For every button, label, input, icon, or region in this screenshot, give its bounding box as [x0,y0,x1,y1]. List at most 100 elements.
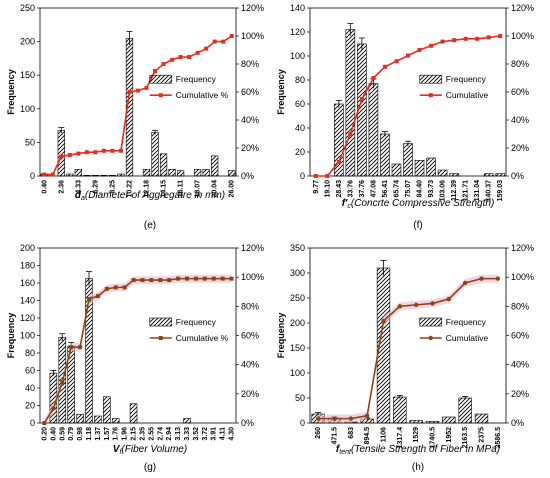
legend-bar-swatch [419,317,443,327]
cumulative-point [446,296,452,302]
x-tick-label: 8.25 [109,180,116,194]
x-tick-label: 0.20 [41,427,48,441]
cumulative-point [87,297,91,302]
y-tick-label: 0 [30,418,35,428]
cumulative-point [185,276,189,281]
cumulative-point [193,276,198,281]
cumulative-line [44,35,233,176]
cumulative-point [42,172,47,177]
x-tick-label: 1.37 [95,427,102,441]
x-tick-label: 26.00 [229,180,236,198]
y-tick-label: 60 [25,366,35,376]
legend-line-label: Cumulative % [176,333,229,343]
y-tick-label: 350 [290,243,305,253]
y2-tick-label: 40% [511,360,529,370]
y-tick-label: 20 [25,401,35,411]
cumulative-point [452,38,457,43]
panel-label: (h) [412,462,424,473]
x-tick-label: 93.73 [428,180,435,198]
y-tick-label: 180 [20,261,35,271]
bar [403,143,413,177]
y-tick-label: 100 [290,368,305,378]
cumulative-point [42,421,47,425]
x-tick-label: 4.11 [220,427,227,440]
cumulative-point [187,55,192,59]
bar [176,170,185,177]
chart-panel-1: 0 20 40 60 80 100 120 140 0% 20% 40% 60% 80% 100% 120%… [276,3,534,231]
y2-tick-label: 60% [511,87,529,97]
cumulative-line [43,277,232,424]
legend-line-marker [158,93,163,98]
y2-tick-label: 80% [241,59,259,69]
x-tick-label: 1740.5 [430,427,437,449]
x-tick-label: 0.40 [41,180,48,194]
bar [117,173,125,177]
x-tick-label: 10.22 [126,180,133,198]
bar [409,420,423,424]
cumulative-point [93,150,98,155]
cumulative-point [202,276,207,281]
x-tick-label: 56.41 [382,180,389,198]
x-tick-label: 1.18 [86,427,93,441]
legend-bar-swatch [149,317,173,327]
y2-tick-label: 60% [511,331,529,341]
cumulative-point [118,148,123,153]
y2-tick-label: 20% [241,389,259,399]
cumulative-point [486,35,491,40]
x-tick-label: 0.98 [77,427,84,441]
cumulative-point [149,278,154,283]
y-tick-label: 50 [25,137,35,147]
x-tick-label: 2.55 [148,427,155,441]
x-tick-label: 1529 [413,427,420,443]
y2-tick-label: 80% [511,59,529,69]
cumulative-point [325,174,330,178]
cumulative-point [364,413,370,418]
x-tick-label: 1.76 [113,427,120,441]
cumulative-point [417,48,422,52]
cumulative-point [229,276,234,281]
legend-line-label: Cumulative [446,90,489,100]
cumulative-point [84,150,89,155]
y2-tick-label: 20% [241,143,259,153]
legend-line-marker [158,336,163,340]
bar [66,173,74,177]
bar [108,175,117,177]
cumulative-point [348,416,354,421]
cumulative-line [318,277,498,420]
y2-tick-label: 120% [241,3,264,13]
y-tick-label: 120 [20,313,35,323]
bar [159,153,168,177]
y2-tick-label: 120% [511,3,534,13]
bar [202,168,210,177]
y-tick-label: 120 [290,27,305,37]
y-tick-label: 60 [295,99,305,109]
bar [57,130,65,177]
cumulative-point [50,172,55,177]
x-tick-label: 12.18 [144,180,151,198]
cumulative-point [204,46,209,51]
x-tick-label: 33.76 [347,180,354,198]
cumulative-point [397,304,403,309]
x-tick-label: 894.5 [364,427,371,445]
cumulative-point [479,276,484,281]
cumulative-point [430,301,435,306]
cumulative-point [69,345,74,350]
y-tick-label: 50 [295,393,305,403]
bar [449,173,459,177]
cumulative-point [67,153,72,157]
legend-line-marker [428,93,433,98]
cumulative-point [221,39,226,44]
x-tick-label: 121.71 [463,180,470,202]
x-tick-label: 131.04 [474,180,481,202]
cumulative-point [498,34,503,38]
x-tick-label: 260 [315,427,322,439]
cumulative-point [140,278,145,283]
y2-tick-label: 60% [241,87,259,97]
cumulative-point [406,53,410,58]
x-tick-label: 4.30 [229,427,236,441]
bar [74,168,82,177]
x-tick-label: 0.79 [68,427,75,441]
bar [168,168,176,177]
cumulative-point [475,36,480,41]
